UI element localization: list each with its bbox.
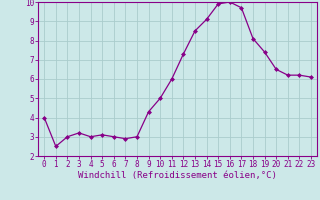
X-axis label: Windchill (Refroidissement éolien,°C): Windchill (Refroidissement éolien,°C): [78, 171, 277, 180]
